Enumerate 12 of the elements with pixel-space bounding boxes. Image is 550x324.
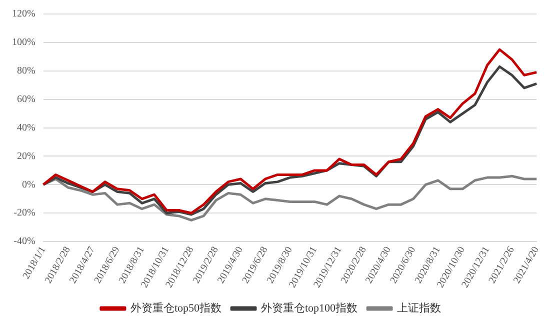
y-tick-label: 60% <box>16 94 36 105</box>
y-tick-label: 20% <box>16 150 36 162</box>
y-tick-label: 40% <box>16 122 36 134</box>
legend-label: 上证指数 <box>397 301 442 314</box>
y-tick-label: 100% <box>12 37 36 48</box>
y-tick-label: 120% <box>12 8 36 20</box>
legend-label: 外资重仓top50指数 <box>130 301 222 314</box>
y-tick-label: 80% <box>16 66 36 77</box>
y-tick-label: -40% <box>14 236 36 248</box>
y-tick-label: -20% <box>14 208 36 219</box>
y-tick-label: 0% <box>22 179 36 190</box>
legend-label: 外资重仓top100指数 <box>261 301 358 314</box>
